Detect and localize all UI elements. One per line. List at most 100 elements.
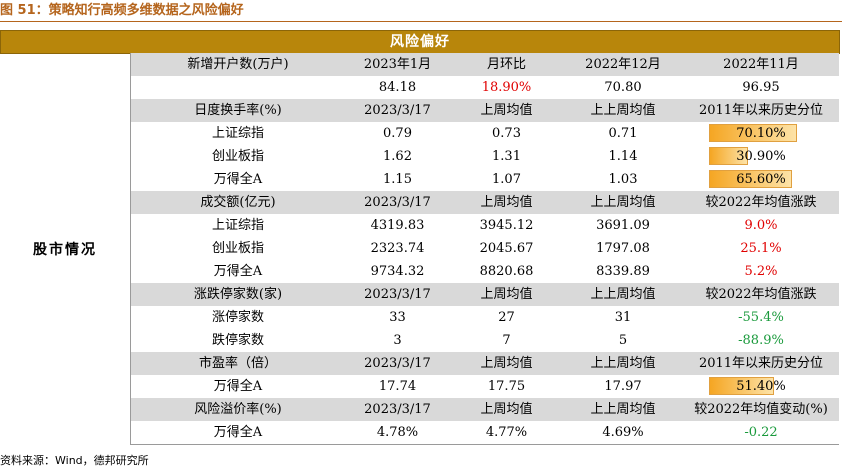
table-cell: 创业板指 — [211, 149, 264, 164]
table-cell: 成交额(亿元) — [200, 195, 276, 210]
table-cell: 3 — [393, 333, 402, 348]
table-cell: 4.77% — [485, 425, 528, 440]
table-cell: 上周均值 — [480, 103, 533, 118]
percentile-bar — [709, 377, 774, 395]
table-cell: 上周均值 — [480, 287, 533, 302]
percentile-bar — [709, 147, 748, 165]
table-cell: 1.07 — [492, 172, 521, 187]
table-cell: 1.31 — [492, 149, 521, 164]
table-row: 涨停家数 33 27 31 -55.4% — [131, 306, 839, 329]
table-cell: 30.90% — [683, 145, 839, 168]
table-row: 上证综指 0.79 0.73 0.71 70.10% — [131, 122, 839, 145]
table-cell: 新增开户数(万户) — [187, 57, 289, 72]
table-row: 万得全A 1.15 1.07 1.03 65.60% — [131, 168, 839, 191]
table-cell — [131, 76, 345, 99]
table-cell: 万得全A — [213, 379, 263, 394]
table-header-row: 日度换手率(%) 2023/3/17 上周均值 上上周均值 2011年以来历史分位 — [131, 99, 839, 122]
table-cell: 风险溢价率(%) — [194, 402, 282, 417]
table-cell: 18.90% — [481, 80, 532, 95]
table-cell: 33 — [389, 310, 406, 325]
table-cell: 65.60% — [683, 168, 839, 191]
table-cell: 70.80 — [604, 80, 642, 95]
table-cell: 2011年以来历史分位 — [698, 356, 824, 371]
table-row: 创业板指 2323.74 2045.67 1797.08 25.1% — [131, 237, 839, 260]
table-cell: 日度换手率(%) — [194, 103, 282, 118]
table-cell: 2023/3/17 — [364, 356, 431, 371]
table-header-row: 市盈率（倍） 2023/3/17 上周均值 上上周均值 2011年以来历史分位 — [131, 352, 839, 375]
table-cell: 4.69% — [602, 425, 644, 440]
table-cell: 较2022年均值涨跌 — [705, 287, 817, 302]
table-cell: 2022年12月 — [585, 57, 661, 72]
figure-title: 图 51：策略知行高频多维数据之风险偏好 — [0, 3, 244, 18]
table-cell: 17.97 — [604, 379, 642, 394]
table-cell: 上周均值 — [480, 402, 533, 417]
table-banner: 风险偏好 — [0, 30, 840, 54]
table-cell: 25.1% — [740, 241, 782, 256]
percentile-value: 70.10% — [736, 126, 786, 141]
table-cell: 创业板指 — [211, 241, 264, 256]
table-cell: 2022年11月 — [723, 57, 799, 72]
table-cell: 27 — [498, 310, 515, 325]
table-cell: 31 — [614, 310, 632, 325]
table-cell: 0.79 — [383, 126, 412, 141]
percentile-bar — [709, 170, 792, 188]
table-cell: 17.74 — [378, 379, 417, 394]
table-cell: 上上周均值 — [590, 402, 656, 417]
risk-preference-table: 新增开户数(万户) 2023年1月 月环比 2022年12月 2022年11月 84.18… — [131, 53, 839, 445]
side-label: 股市情况 — [33, 242, 97, 258]
table-row: 创业板指 1.62 1.31 1.14 30.90% — [131, 145, 839, 168]
table-cell: 3945.12 — [479, 218, 534, 233]
table-header-row: 风险溢价率(%) 2023/3/17 上周均值 上上周均值 较2022年均值变动(%) — [131, 398, 839, 421]
table-cell: 上证综指 — [211, 126, 264, 141]
table-cell: 2023/3/17 — [364, 402, 431, 417]
table-row: 跌停家数 3 7 5 -88.9% — [131, 329, 839, 352]
table-cell: 70.10% — [683, 122, 839, 145]
table-cell: 3691.09 — [596, 218, 650, 233]
table-cell: 9.0% — [744, 218, 778, 233]
table-cell: 2023年1月 — [363, 57, 432, 72]
source-note: 资料来源：Wind，德邦研究所 — [0, 454, 149, 467]
table-cell: -0.22 — [744, 425, 778, 440]
table-cell: 2023/3/17 — [364, 287, 431, 302]
table-cell: -88.9% — [738, 333, 784, 348]
table-cell: 96.95 — [742, 80, 780, 95]
table-cell: 较2022年均值涨跌 — [705, 195, 817, 210]
table-cell: 2011年以来历史分位 — [698, 103, 824, 118]
table-cell: 1.03 — [608, 172, 638, 187]
percentile-value: 51.40% — [736, 379, 786, 394]
table-cell: 84.18 — [378, 80, 417, 95]
table-cell: 5.2% — [744, 264, 778, 279]
table-cell: 上周均值 — [480, 195, 533, 210]
table-cell: 9734.32 — [370, 264, 425, 279]
table-cell: 8339.89 — [596, 264, 650, 279]
table-cell: 上上周均值 — [590, 287, 656, 302]
percentile-value: 65.60% — [736, 172, 786, 187]
table-cell: 上周均值 — [480, 356, 533, 371]
table-cell: 5 — [618, 333, 628, 348]
table-cell: 2323.74 — [370, 241, 425, 256]
table-cell: 上上周均值 — [590, 103, 656, 118]
table-cell: 1.15 — [383, 172, 412, 187]
table-cell: 万得全A — [213, 264, 263, 279]
table-cell: 万得全A — [213, 172, 263, 187]
table-cell: 1797.08 — [596, 241, 650, 256]
percentile-value: 30.90% — [736, 149, 786, 164]
table-row: 万得全A 17.74 17.75 17.97 51.40% — [131, 375, 839, 398]
table-cell: 2045.67 — [479, 241, 534, 256]
title-underline — [0, 21, 842, 22]
table-cell: 上证综指 — [211, 218, 264, 233]
table-cell: 上上周均值 — [590, 356, 656, 371]
table-header-row: 成交额(亿元) 2023/3/17 上周均值 上上周均值 较2022年均值涨跌 — [131, 191, 839, 214]
table-row: 84.18 18.90% 70.80 96.95 — [131, 76, 839, 99]
table-row: 万得全A 9734.32 8820.68 8339.89 5.2% — [131, 260, 839, 283]
table-header-row: 新增开户数(万户) 2023年1月 月环比 2022年12月 2022年11月 — [131, 53, 839, 76]
table-row: 上证综指 4319.83 3945.12 3691.09 9.0% — [131, 214, 839, 237]
table-cell: 跌停家数 — [211, 333, 264, 348]
table-cell: 51.40% — [683, 375, 839, 398]
table-cell: 月环比 — [486, 57, 526, 72]
table-cell: 上上周均值 — [590, 195, 656, 210]
table-cell: 1.14 — [608, 149, 638, 164]
table-cell: 0.73 — [492, 126, 521, 141]
table-cell: 1.62 — [383, 149, 412, 164]
table-cell: 万得全A — [213, 425, 263, 440]
